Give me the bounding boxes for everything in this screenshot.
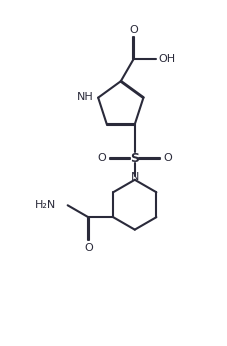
Text: S: S [130,152,139,165]
Text: O: O [97,153,106,163]
Text: OH: OH [158,54,175,64]
Text: H₂N: H₂N [35,200,56,210]
Text: N: N [130,172,138,182]
Text: O: O [163,153,171,163]
Text: O: O [129,25,138,35]
Text: O: O [84,243,92,253]
Text: NH: NH [77,92,94,101]
